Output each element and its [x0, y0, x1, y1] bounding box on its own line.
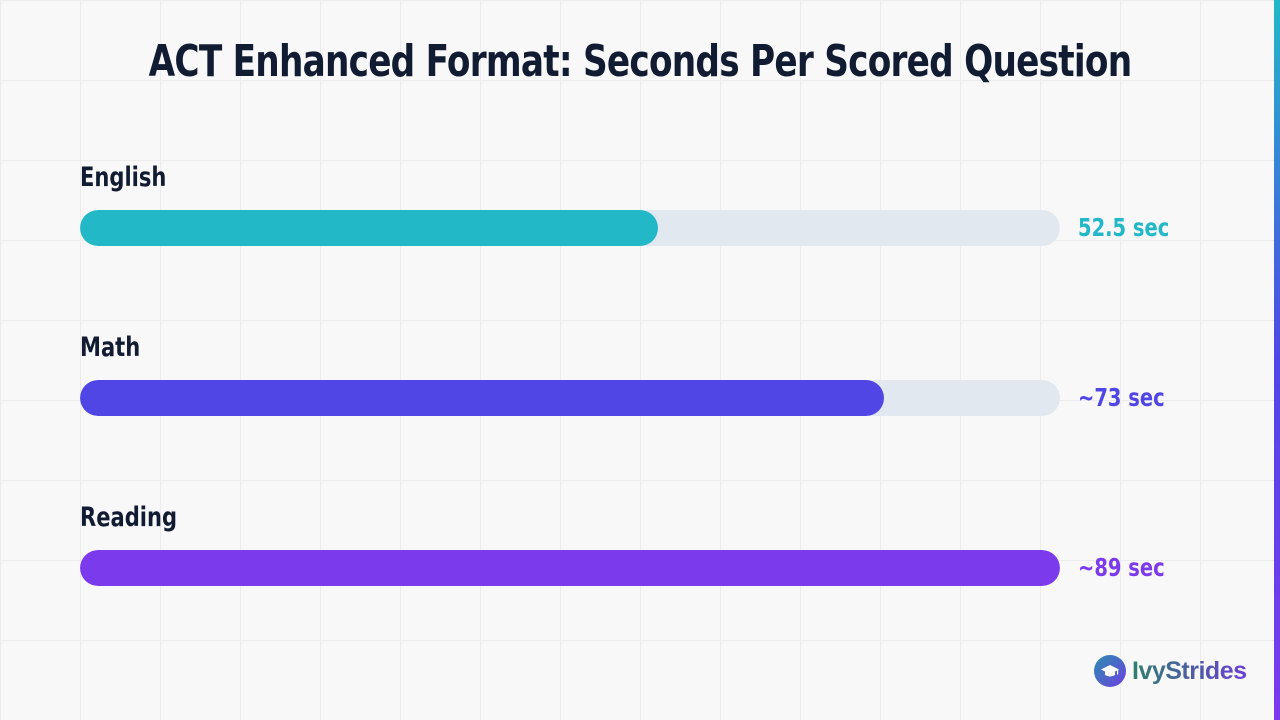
bar-track-english — [80, 210, 1060, 246]
value-label-reading: ~89 sec — [1078, 553, 1165, 582]
value-label-english: 52.5 sec — [1078, 213, 1170, 242]
category-label-english: English — [80, 162, 167, 193]
bar-track-math — [80, 380, 1060, 416]
chart-title: ACT Enhanced Format: Seconds Per Scored … — [148, 36, 1132, 87]
bar-english — [80, 210, 658, 246]
bar-reading — [80, 550, 1060, 586]
brand-logo: IvyStrides — [1094, 655, 1247, 687]
brand-name: IvyStrides — [1132, 656, 1247, 685]
category-label-reading: Reading — [80, 502, 178, 533]
value-label-math: ~73 sec — [1078, 383, 1165, 412]
bar-math — [80, 380, 884, 416]
accent-stripe — [1274, 0, 1280, 720]
category-label-math: Math — [80, 332, 141, 363]
bar-track-reading — [80, 550, 1060, 586]
graduation-cap-icon — [1094, 655, 1126, 687]
